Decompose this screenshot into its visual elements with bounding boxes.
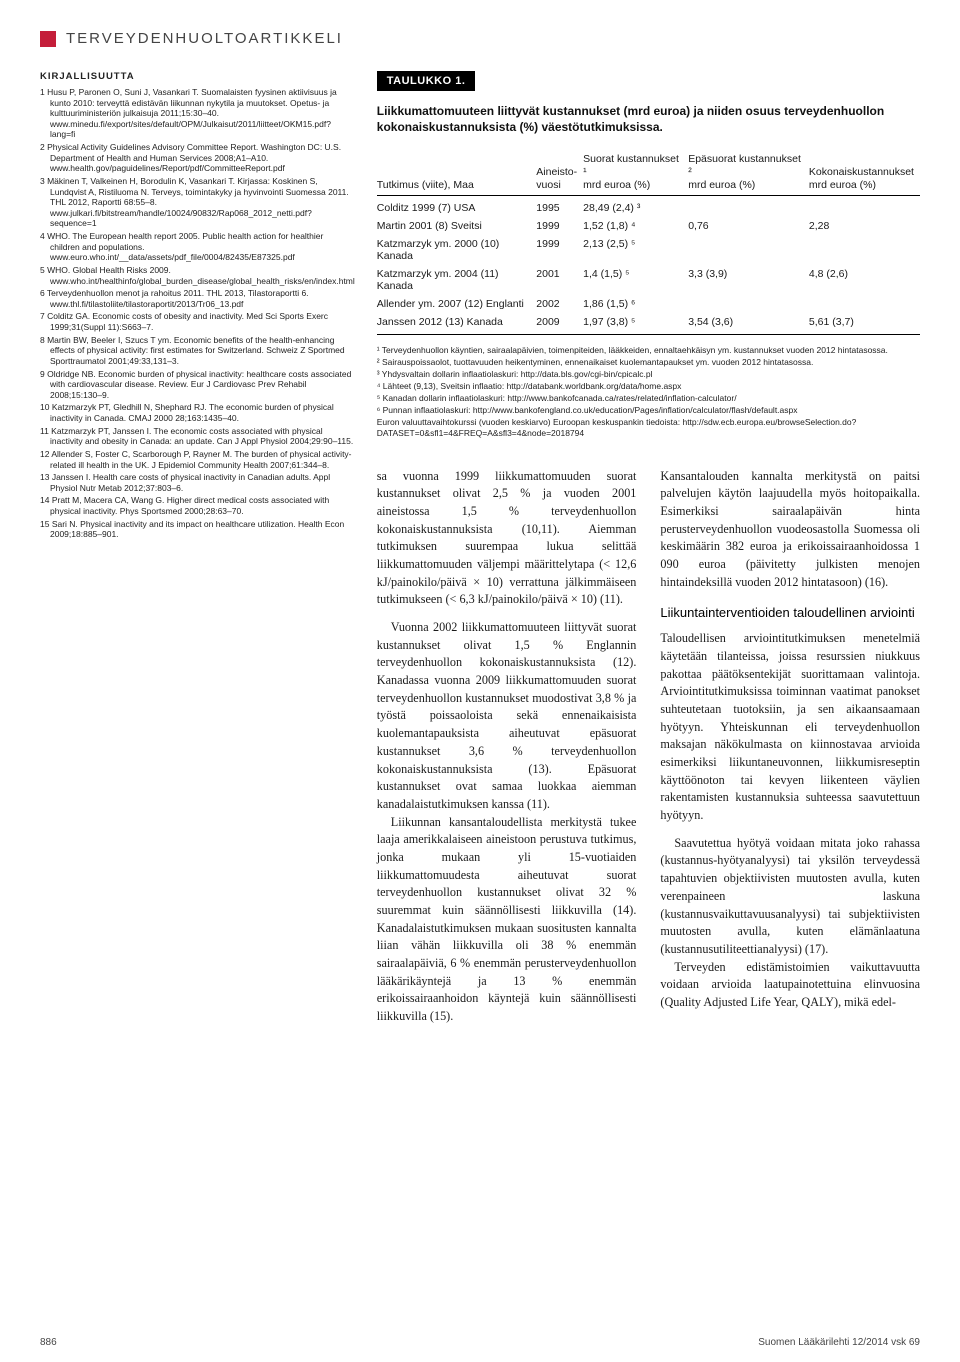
table-row: Katzmarzyk ym. 2004 (11) Kanada20011,4 (… [377,265,920,295]
page-body: KIRJALLISUUTTA 1 Husu P, Paronen O, Suni… [40,71,920,1026]
reference-item: 11 Katzmarzyk PT, Janssen I. The economi… [40,426,355,447]
body-paragraph: Liikunnan kansantaloudellista merkitystä… [377,814,637,1026]
table-cell: 1999 [536,235,583,265]
table-cell: 28,49 (2,4) ³ [583,196,688,218]
table-cell: 2002 [536,295,583,313]
reference-item: 15 Sari N. Physical inactivity and its i… [40,519,355,540]
reference-item: 2 Physical Activity Guidelines Advisory … [40,142,355,174]
table-cell: 1995 [536,196,583,218]
section-marker-icon [40,31,56,47]
table-cell: 2009 [536,313,583,335]
table-cell: Colditz 1999 (7) USA [377,196,537,218]
table-cell: Janssen 2012 (13) Kanada [377,313,537,335]
body-paragraph: Terveyden edistämistoimien vaikuttavuutt… [660,959,920,1012]
table-footnotes: ¹ Terveydenhuollon käyntien, sairaalapäi… [377,345,920,439]
footnote-line: ² Sairauspoissaolot, tuottavuuden heiken… [377,357,920,368]
reference-item: 6 Terveydenhuollon menot ja rahoitus 201… [40,288,355,309]
table-cell: 1999 [536,217,583,235]
subsection-heading: Liikuntainterventioiden taloudellinen ar… [660,605,920,622]
table-cell: 3,54 (3,6) [688,313,809,335]
table-cell: 5,61 (3,7) [809,313,920,335]
body-paragraph: Saavutettua hyötyä voidaan mitata joko r… [660,835,920,959]
table-row: Colditz 1999 (7) USA199528,49 (2,4) ³ [377,196,920,218]
table-row: Katzmarzyk ym. 2000 (10) Kanada19992,13 … [377,235,920,265]
table-cell: 0,76 [688,217,809,235]
reference-item: 3 Mäkinen T, Valkeinen H, Borodulin K, V… [40,176,355,229]
page-number: 886 [40,1337,57,1348]
table-cell: 4,8 (2,6) [809,265,920,295]
footnote-line: Euron valuuttavaihtokurssi (vuoden keski… [377,417,920,439]
table-cell [809,235,920,265]
table-cell [688,295,809,313]
reference-item: 14 Pratt M, Macera CA, Wang G. Higher di… [40,495,355,516]
reference-item: 13 Janssen I. Health care costs of physi… [40,472,355,493]
table-row: Martin 2001 (8) Sveitsi19991,52 (1,8) ⁴0… [377,217,920,235]
reference-item: 7 Colditz GA. Economic costs of obesity … [40,311,355,332]
table-cell: 1,4 (1,5) ⁵ [583,265,688,295]
main-content: TAULUKKO 1. Liikkumattomuuteen liittyvät… [377,71,920,1026]
page-footer: 886 Suomen Lääkärilehti 12/2014 vsk 69 [40,1337,920,1348]
cost-studies-table: Tutkimus (viite), MaaAineisto-vuosiSuora… [377,149,920,335]
table-cell [809,196,920,218]
table-row: Allender ym. 2007 (12) Englanti20021,86 … [377,295,920,313]
table-caption: Liikkumattomuuteen liittyvät kustannukse… [377,103,920,135]
reference-item: 1 Husu P, Paronen O, Suni J, Vasankari T… [40,87,355,140]
footnote-line: ⁵ Kanadan dollarin inflaatiolaskuri: htt… [377,393,920,404]
table-header-cell: Suorat kustannukset ¹mrd euroa (%) [583,149,688,195]
table-cell: 2,13 (2,5) ⁵ [583,235,688,265]
journal-citation: Suomen Lääkärilehti 12/2014 vsk 69 [758,1337,920,1348]
footnote-line: ⁴ Lähteet (9,13), Sveitsin inflaatio: ht… [377,381,920,392]
reference-item: 4 WHO. The European health report 2005. … [40,231,355,263]
reference-item: 5 WHO. Global Health Risks 2009. www.who… [40,265,355,286]
footnote-line: ⁶ Punnan inflaatiolaskuri: http://www.ba… [377,405,920,416]
table-cell [809,295,920,313]
section-title: TERVEYDENHUOLTOARTIKKELI [66,30,343,47]
table-cell [688,235,809,265]
table-cell: 1,86 (1,5) ⁶ [583,295,688,313]
table-header-cell: Tutkimus (viite), Maa [377,149,537,195]
table-header-cell: Kokonaiskustannuksetmrd euroa (%) [809,149,920,195]
body-column-left: sa vuonna 1999 liikkumattomuuden suorat … [377,468,637,1026]
table-cell: Martin 2001 (8) Sveitsi [377,217,537,235]
reference-item: 10 Katzmarzyk PT, Gledhill N, Shephard R… [40,402,355,423]
body-paragraph: Taloudellisen arviointitutkimuksen menet… [660,630,920,825]
reference-item: 12 Allender S, Foster C, Scarborough P, … [40,449,355,470]
table-cell: 3,3 (3,9) [688,265,809,295]
table-cell: Allender ym. 2007 (12) Englanti [377,295,537,313]
table-cell: Katzmarzyk ym. 2004 (11) Kanada [377,265,537,295]
table-header-cell: Epäsuorat kustannukset ²mrd euroa (%) [688,149,809,195]
footnote-line: ³ Yhdysvaltain dollarin inflaatiolaskuri… [377,369,920,380]
table-cell: 1,52 (1,8) ⁴ [583,217,688,235]
reference-item: 8 Martin BW, Beeler I, Szucs T ym. Econo… [40,335,355,367]
table-cell: Katzmarzyk ym. 2000 (10) Kanada [377,235,537,265]
body-paragraph: Vuonna 2002 liikkumattomuuteen liittyvät… [377,619,637,814]
footnote-line: ¹ Terveydenhuollon käyntien, sairaalapäi… [377,345,920,356]
table-cell: 2,28 [809,217,920,235]
table-cell: 2001 [536,265,583,295]
table-label: TAULUKKO 1. [377,71,476,91]
table-row: Janssen 2012 (13) Kanada20091,97 (3,8) ⁵… [377,313,920,335]
body-text-columns: sa vuonna 1999 liikkumattomuuden suorat … [377,468,920,1026]
references-heading: KIRJALLISUUTTA [40,71,355,83]
table-header-cell: Aineisto-vuosi [536,149,583,195]
body-paragraph: Kansantalouden kannalta merkitystä on pa… [660,468,920,592]
reference-item: 9 Oldridge NB. Economic burden of physic… [40,369,355,401]
table-cell [688,196,809,218]
body-column-right: Kansantalouden kannalta merkitystä on pa… [660,468,920,1026]
article-header: TERVEYDENHUOLTOARTIKKELI [40,30,920,47]
references-sidebar: KIRJALLISUUTTA 1 Husu P, Paronen O, Suni… [40,71,355,1026]
table-cell: 1,97 (3,8) ⁵ [583,313,688,335]
body-paragraph: sa vuonna 1999 liikkumattomuuden suorat … [377,468,637,610]
